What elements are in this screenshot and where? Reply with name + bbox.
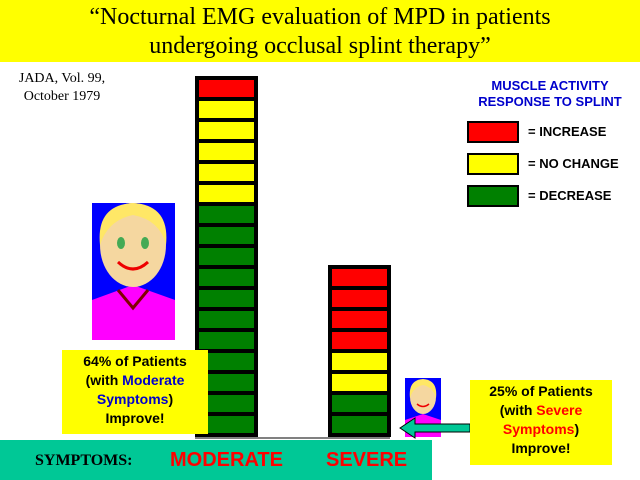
title-line: undergoing occlusal splint therapy” (149, 33, 491, 59)
callout-text: (with (499, 402, 537, 418)
legend-title: MUSCLE ACTIVITY RESPONSE TO SPLINT (455, 78, 640, 110)
block (332, 353, 387, 370)
callout-text: ) (574, 421, 580, 437)
callout-text: 64% of Patients (83, 353, 187, 369)
callout-line: Symptoms) (62, 390, 208, 409)
title: “Nocturnal EMG evaluation of MPD in pati… (0, 0, 640, 62)
block (332, 395, 387, 412)
block (199, 143, 254, 160)
block (199, 80, 254, 97)
block (199, 395, 254, 412)
citation-line: October 1979 (23, 89, 101, 104)
callout-text: 25% of Patients (489, 383, 593, 399)
block (332, 311, 387, 328)
legend-swatch (467, 185, 519, 207)
footer-severe: SEVERE (326, 449, 408, 471)
callout-text: ) (168, 391, 174, 407)
legend-title-line: MUSCLE ACTIVITY (491, 78, 609, 93)
legend-label: = INCREASE (528, 124, 607, 139)
title-line: “Nocturnal EMG evaluation of MPD in pati… (89, 4, 551, 30)
callout-text: Moderate (122, 372, 185, 388)
block (332, 332, 387, 349)
block (199, 122, 254, 139)
footer-moderate: MODERATE (170, 449, 283, 471)
callout-line: (with Severe (470, 401, 612, 420)
block (199, 164, 254, 181)
callout-text: Severe (536, 402, 583, 418)
block (199, 269, 254, 286)
block (199, 290, 254, 307)
block (199, 227, 254, 244)
footer: SYMPTOMS: MODERATE SEVERE (0, 440, 432, 480)
callout-severe: 25% of Patients (with Severe Symptoms) Impr… (470, 380, 612, 465)
legend-label: = NO CHANGE (528, 156, 619, 171)
block (199, 185, 254, 202)
callout-text: (with (85, 372, 123, 388)
citation: JADA, Vol. 99, October 1979 (8, 70, 116, 106)
callout-moderate: 64% of Patients (with Moderate Symptoms) Im… (62, 350, 208, 434)
callout-text: Symptoms (96, 391, 169, 407)
legend-swatch (467, 153, 519, 175)
callout-line: Symptoms) (470, 420, 612, 439)
callout-line: 25% of Patients (470, 382, 612, 401)
citation-line: JADA, Vol. 99, (18, 71, 106, 86)
legend-swatch (467, 121, 519, 143)
block (199, 101, 254, 118)
block (199, 374, 254, 391)
legend-title-line: RESPONSE TO SPLINT (478, 94, 622, 109)
block (332, 374, 387, 391)
large-face (92, 203, 175, 340)
block (332, 290, 387, 307)
block (199, 248, 254, 265)
block (199, 353, 254, 370)
legend-label: = DECREASE (528, 188, 612, 203)
block (199, 416, 254, 433)
callout-line: 64% of Patients (62, 352, 208, 371)
footer-label: SYMPTOMS: (35, 452, 133, 469)
callout-line: (with Moderate (62, 371, 208, 390)
callout-text: Symptoms (502, 421, 575, 437)
block (332, 269, 387, 286)
callout-text: Improve! (511, 440, 571, 456)
callout-line: Improve! (470, 439, 612, 458)
block (332, 416, 387, 433)
block (199, 332, 254, 349)
callout-text: Improve! (105, 410, 165, 426)
block (199, 311, 254, 328)
block (199, 206, 254, 223)
callout-line: Improve! (62, 409, 208, 428)
